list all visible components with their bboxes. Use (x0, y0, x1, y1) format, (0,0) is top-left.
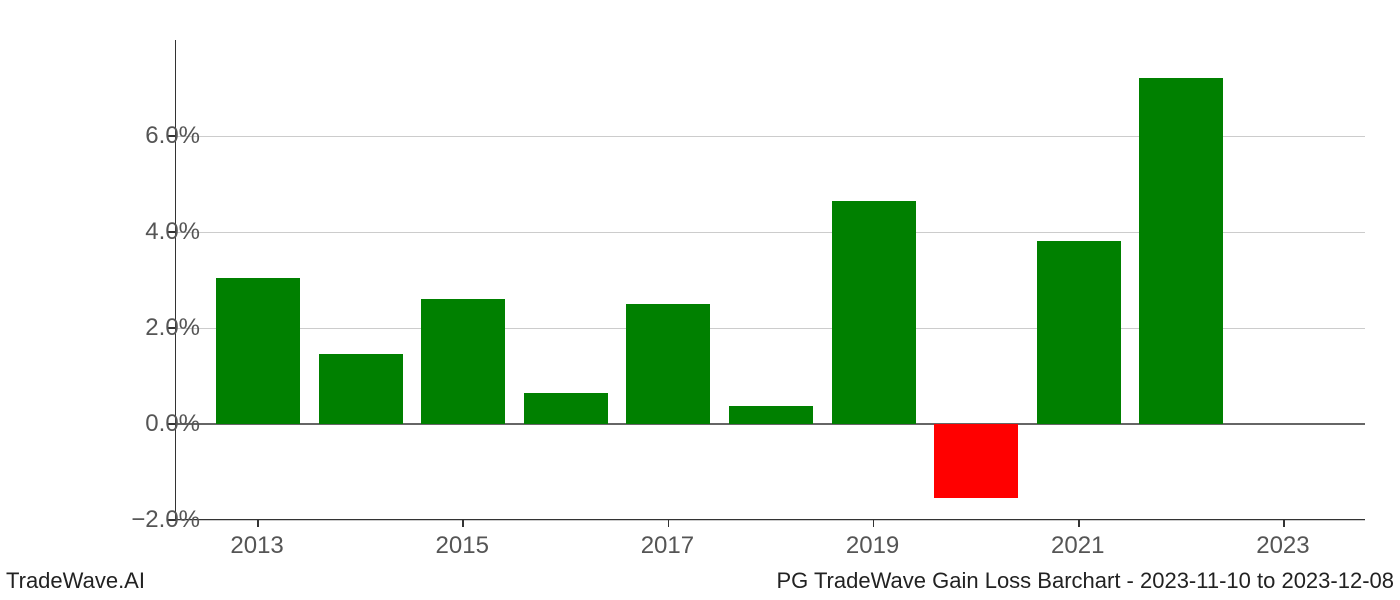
footer-source: TradeWave.AI (6, 568, 145, 594)
x-axis-label: 2019 (846, 532, 899, 560)
bar (319, 354, 403, 424)
y-axis-label: 0.0% (145, 410, 200, 438)
x-axis-label: 2017 (641, 532, 694, 560)
x-axis-label: 2015 (436, 532, 489, 560)
y-axis-label: 4.0% (145, 218, 200, 246)
x-axis-label: 2021 (1051, 532, 1104, 560)
bar (1037, 241, 1121, 424)
bar (729, 406, 813, 424)
x-axis-label: 2013 (230, 532, 283, 560)
bar (1139, 78, 1223, 424)
gridline (176, 520, 1365, 521)
x-axis-label: 2023 (1256, 532, 1309, 560)
x-tick (873, 519, 875, 527)
bar (421, 299, 505, 424)
y-axis-label: 6.0% (145, 122, 200, 150)
x-tick (462, 519, 464, 527)
bar (216, 278, 300, 424)
x-tick (1283, 519, 1285, 527)
x-tick (257, 519, 259, 527)
y-axis-label: 2.0% (145, 314, 200, 342)
bar (626, 304, 710, 424)
x-tick (1078, 519, 1080, 527)
bar (934, 424, 1018, 498)
y-axis-label: −2.0% (131, 506, 200, 534)
footer-caption: PG TradeWave Gain Loss Barchart - 2023-1… (776, 568, 1394, 594)
x-tick (668, 519, 670, 527)
bar (832, 201, 916, 424)
bar (524, 393, 608, 424)
gain-loss-barchart (175, 40, 1365, 520)
plot-area (175, 40, 1365, 520)
